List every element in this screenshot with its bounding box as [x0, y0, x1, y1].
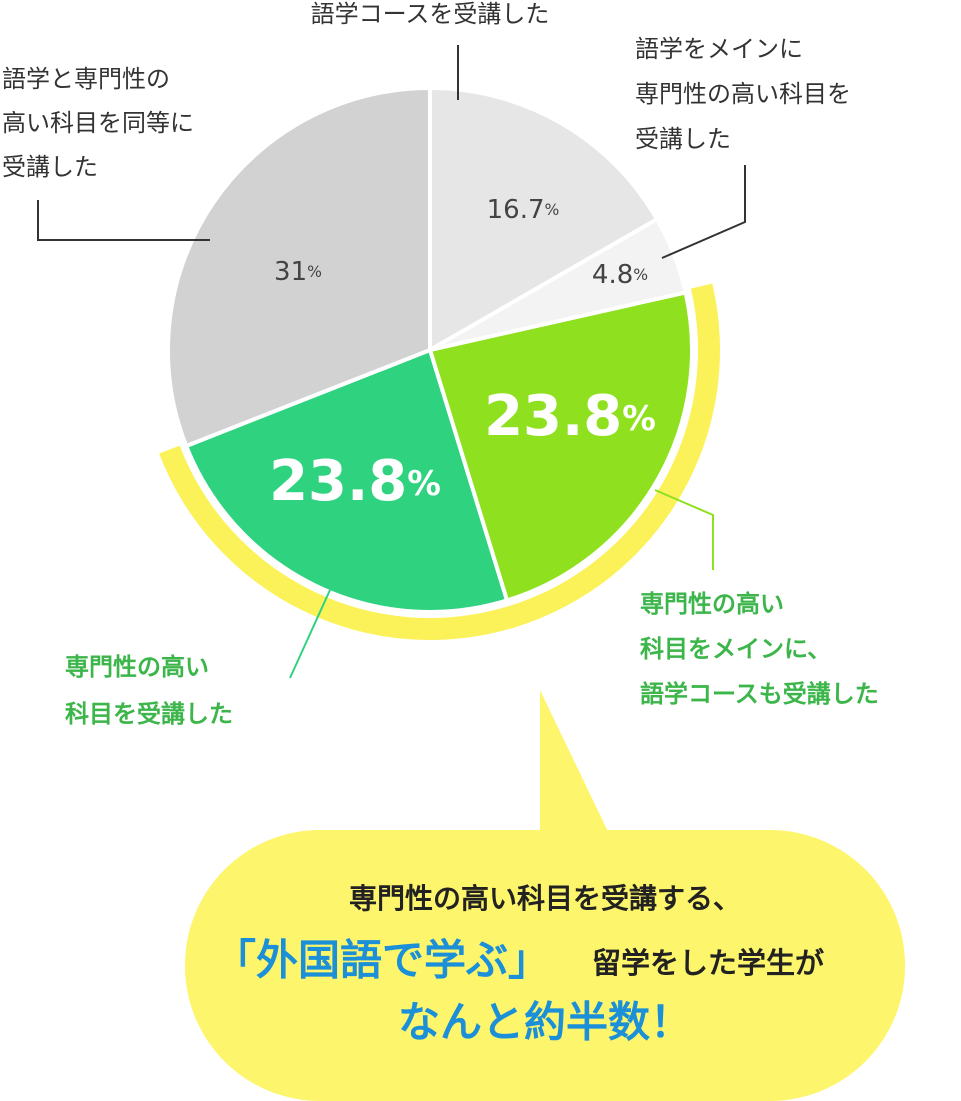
callout-bubble: [185, 830, 905, 1101]
leader-lines: [37, 45, 746, 679]
category-label: 語学と専門性の高い科目を同等に受講した: [2, 65, 194, 181]
value-label: 23.8%: [269, 449, 441, 514]
pie-slice: [166, 85, 432, 449]
leader-line: [37, 200, 210, 241]
callout-emphasis: なんと約半数！: [398, 998, 692, 1047]
callout-emphasis: 「外国語で学ぶ」: [214, 936, 550, 985]
category-label: 専門性の高い科目を受講した: [65, 653, 233, 728]
callout-text: 留学をした学生が: [592, 946, 824, 980]
category-label: 語学をメインに専門性の高い科目を受講した: [635, 35, 851, 153]
value-label: 4.8%: [592, 260, 648, 290]
leader-line: [661, 165, 746, 259]
callout-text: 専門性の高い科目を受講する、: [349, 882, 741, 915]
leader-line: [289, 589, 331, 679]
category-label: 語学コースを受講した: [311, 0, 550, 28]
callout: 専門性の高い科目を受講する、 「外国語で学ぶ」 留学をした学生が なんと約半数！: [185, 690, 905, 1101]
pie: [166, 85, 694, 614]
pie-slice: [427, 290, 694, 603]
value-label: 16.7%: [487, 195, 560, 225]
leader-line: [654, 489, 714, 570]
value-label: 23.8%: [484, 384, 656, 449]
callout-pointer: [540, 690, 612, 840]
labels: 16.7% 4.8% 23.8% 23.8% 31% 語学コースを受講した語学をメインに専…: [2, 0, 879, 728]
category-label: 専門性の高い科目をメインに、語学コースも受講した: [640, 590, 879, 708]
value-label: 31%: [274, 257, 322, 287]
